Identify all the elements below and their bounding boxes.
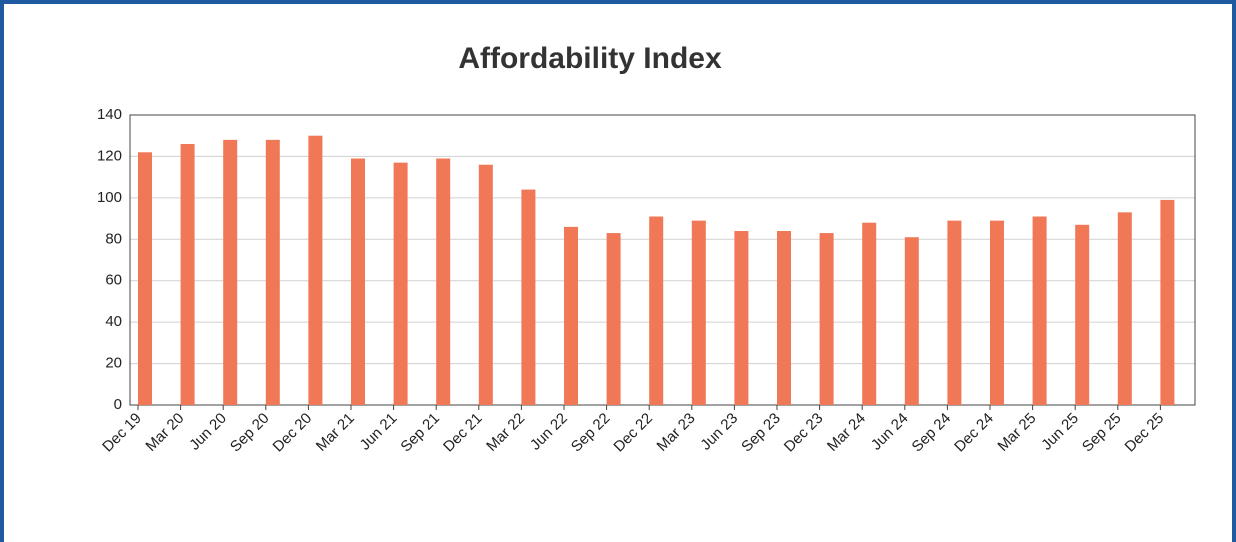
bar bbox=[904, 237, 919, 405]
x-tick-label: Sep 22 bbox=[568, 410, 614, 456]
bar bbox=[478, 164, 493, 405]
bar bbox=[862, 222, 877, 405]
bar bbox=[351, 158, 365, 405]
bar bbox=[819, 233, 834, 405]
bar bbox=[393, 162, 408, 405]
bar bbox=[265, 139, 280, 405]
bar bbox=[691, 220, 706, 405]
x-tick-label: Jun 23 bbox=[697, 410, 741, 454]
x-tick-label: Mar 24 bbox=[824, 410, 869, 455]
x-tick-label: Dec 25 bbox=[1122, 410, 1168, 456]
x-tick-label: Mar 22 bbox=[483, 410, 528, 455]
x-tick-label: Dec 23 bbox=[781, 410, 827, 456]
bar bbox=[649, 216, 664, 405]
bar bbox=[990, 220, 1004, 405]
x-tick-label: Sep 24 bbox=[909, 410, 955, 456]
x-tick-label: Sep 21 bbox=[397, 410, 443, 456]
x-tick-label: Sep 23 bbox=[738, 410, 784, 456]
bar bbox=[138, 152, 152, 405]
y-tick-label: 80 bbox=[105, 230, 122, 247]
y-tick-label: 120 bbox=[97, 147, 122, 164]
bar bbox=[308, 135, 323, 405]
y-tick-label: 20 bbox=[105, 355, 122, 372]
x-tick-label: Sep 20 bbox=[227, 410, 273, 456]
x-tick-label: Jun 24 bbox=[868, 410, 912, 454]
x-tick-label: Jun 20 bbox=[186, 410, 230, 454]
y-tick-label: 0 bbox=[114, 396, 122, 413]
x-tick-label: Mar 20 bbox=[142, 410, 187, 455]
x-tick-label: Mar 21 bbox=[313, 410, 358, 455]
bar bbox=[564, 226, 578, 405]
bar bbox=[223, 139, 238, 405]
chart-title: Affordability Index bbox=[458, 42, 722, 75]
y-tick-label: 100 bbox=[97, 189, 122, 206]
bar bbox=[734, 231, 749, 405]
bar bbox=[521, 189, 536, 405]
bar bbox=[1075, 224, 1090, 405]
x-tick-label: Jun 22 bbox=[527, 410, 571, 454]
x-tick-label: Mar 23 bbox=[654, 410, 699, 455]
bar bbox=[777, 231, 791, 405]
x-tick-label: Sep 25 bbox=[1079, 410, 1125, 456]
x-tick-label: Dec 24 bbox=[951, 410, 997, 456]
bar bbox=[1160, 199, 1175, 405]
bar bbox=[1032, 216, 1047, 405]
x-tick-label: Dec 19 bbox=[99, 410, 145, 456]
y-tick-label: 40 bbox=[105, 313, 122, 330]
y-tick-label: 60 bbox=[105, 272, 122, 289]
bar bbox=[1117, 212, 1132, 405]
x-tick-label: Jun 21 bbox=[357, 410, 401, 454]
x-tick-label: Dec 20 bbox=[270, 410, 316, 456]
bar bbox=[947, 220, 962, 405]
bar bbox=[436, 158, 451, 405]
bar bbox=[180, 144, 195, 405]
x-tick-label: Jun 25 bbox=[1038, 410, 1082, 454]
y-tick-label: 140 bbox=[97, 106, 122, 123]
x-tick-label: Mar 25 bbox=[994, 410, 1039, 455]
bar bbox=[606, 233, 621, 405]
x-tick-label: Dec 21 bbox=[440, 410, 486, 456]
x-tick-label: Dec 22 bbox=[610, 410, 656, 456]
